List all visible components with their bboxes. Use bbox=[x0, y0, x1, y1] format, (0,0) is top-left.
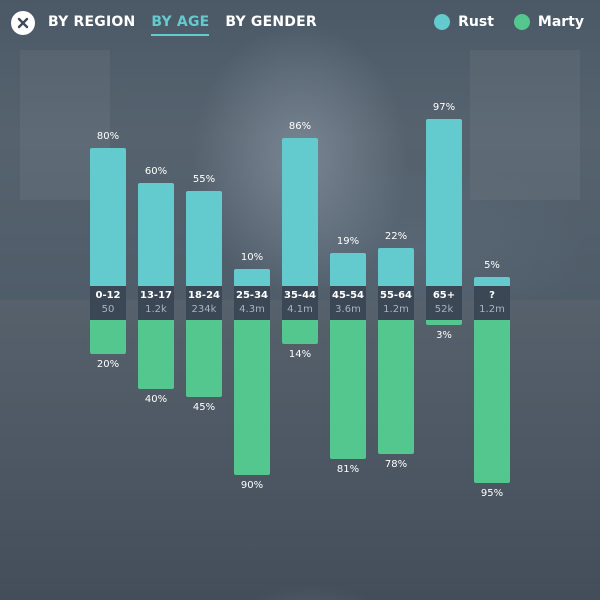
bar-marty bbox=[234, 316, 270, 475]
bar-marty bbox=[474, 316, 510, 483]
category-label: 0-12 bbox=[95, 290, 121, 301]
bar-rust bbox=[138, 183, 174, 290]
category-label: 13-17 bbox=[140, 290, 172, 301]
legend: Rust Marty bbox=[434, 14, 584, 30]
category-box: 18-24 234k bbox=[186, 286, 222, 320]
legend-dot-marty bbox=[513, 14, 530, 30]
legend-label-rust: Rust bbox=[458, 14, 494, 30]
category-count: 50 bbox=[101, 304, 115, 315]
category-box: 45-54 3.6m bbox=[330, 286, 366, 320]
category-box: 25-34 4.3m bbox=[234, 286, 270, 320]
category-label: 55-64 bbox=[380, 290, 412, 301]
pct-label-marty: 95% bbox=[480, 488, 504, 499]
legend-dot-rust bbox=[434, 14, 451, 30]
tab-by-gender[interactable]: BY GENDER bbox=[225, 14, 317, 30]
category-label: 25-34 bbox=[236, 290, 268, 301]
pct-label-marty: 81% bbox=[336, 464, 360, 475]
pct-label-marty: 90% bbox=[240, 480, 264, 491]
pct-label-rust: 22% bbox=[384, 231, 408, 242]
category-count: 1.2m bbox=[383, 304, 409, 315]
pct-label-rust: 97% bbox=[432, 102, 456, 113]
category-label: 35-44 bbox=[284, 290, 316, 301]
category-count: 4.3m bbox=[239, 304, 265, 315]
category-label: 65+ bbox=[432, 290, 456, 301]
category-label: 45-54 bbox=[332, 290, 364, 301]
tab-by-age[interactable]: BY AGE bbox=[151, 14, 210, 36]
filter-tabs: BY REGION BY AGE BY GENDER bbox=[48, 14, 317, 36]
tab-by-region[interactable]: BY REGION bbox=[48, 14, 136, 30]
pct-label-rust: 80% bbox=[96, 131, 120, 142]
bar-marty bbox=[426, 316, 462, 325]
bar-rust bbox=[234, 269, 270, 290]
bar-marty bbox=[378, 316, 414, 454]
category-count: 1.2m bbox=[479, 304, 505, 315]
bar-marty bbox=[186, 316, 222, 397]
bar-rust bbox=[90, 148, 126, 290]
close-button[interactable] bbox=[11, 11, 35, 35]
pct-label-rust: 60% bbox=[144, 166, 168, 177]
pct-label-rust: 10% bbox=[240, 252, 264, 263]
category-label: ? bbox=[489, 290, 495, 301]
pct-label-marty: 40% bbox=[144, 394, 168, 405]
bar-rust bbox=[378, 248, 414, 290]
category-box: 65+ 52k bbox=[426, 286, 462, 320]
bar-marty bbox=[282, 316, 318, 344]
category-count: 3.6m bbox=[335, 304, 361, 315]
legend-label-marty: Marty bbox=[537, 14, 584, 30]
category-count: 1.2k bbox=[145, 304, 167, 315]
close-icon bbox=[17, 17, 29, 29]
pct-label-marty: 78% bbox=[384, 459, 408, 470]
category-box: 55-64 1.2m bbox=[378, 286, 414, 320]
pct-label-rust: 55% bbox=[192, 174, 216, 185]
legend-item-rust: Rust bbox=[434, 14, 494, 30]
bar-marty bbox=[330, 316, 366, 459]
category-count: 234k bbox=[191, 304, 217, 315]
pct-label-rust: 5% bbox=[484, 260, 500, 271]
pct-label-rust: 86% bbox=[288, 121, 312, 132]
category-box: 13-17 1.2k bbox=[138, 286, 174, 320]
pct-label-marty: 20% bbox=[96, 359, 120, 370]
category-box: ? 1.2m bbox=[474, 286, 510, 320]
category-count: 4.1m bbox=[287, 304, 313, 315]
pct-label-marty: 3% bbox=[436, 330, 452, 341]
bar-rust bbox=[186, 191, 222, 290]
category-box: 35-44 4.1m bbox=[282, 286, 318, 320]
pct-label-rust: 19% bbox=[336, 236, 360, 247]
bar-rust bbox=[282, 138, 318, 290]
header: BY REGION BY AGE BY GENDER Rust Marty bbox=[0, 0, 600, 48]
category-box: 0-12 50 bbox=[90, 286, 126, 320]
pct-label-marty: 45% bbox=[192, 402, 216, 413]
bar-marty bbox=[90, 316, 126, 354]
pct-label-marty: 14% bbox=[288, 349, 312, 360]
legend-item-marty: Marty bbox=[513, 14, 584, 30]
bar-rust bbox=[330, 253, 366, 290]
category-label: 18-24 bbox=[188, 290, 220, 301]
bar-marty bbox=[138, 316, 174, 389]
category-count: 52k bbox=[434, 304, 454, 315]
bar-rust bbox=[426, 119, 462, 290]
